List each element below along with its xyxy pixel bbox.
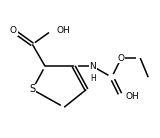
Text: OH: OH (56, 26, 70, 35)
Text: H: H (90, 74, 96, 83)
Text: OH: OH (126, 92, 140, 101)
Text: O: O (10, 26, 17, 35)
Text: O: O (118, 54, 125, 63)
Text: N: N (89, 62, 96, 71)
Text: S: S (29, 84, 36, 95)
